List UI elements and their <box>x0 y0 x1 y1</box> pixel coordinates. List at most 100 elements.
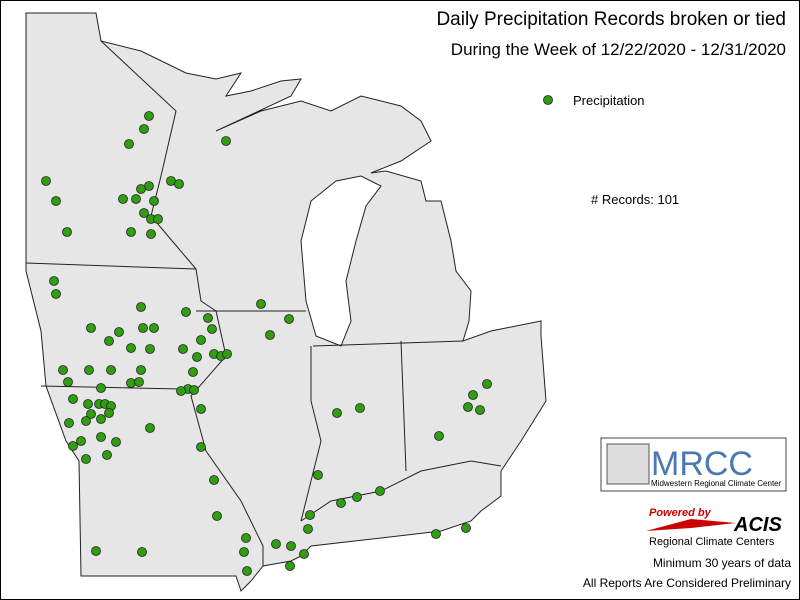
record-marker <box>355 403 365 413</box>
record-marker <box>131 194 141 204</box>
record-marker <box>91 546 101 556</box>
record-marker <box>305 510 315 520</box>
record-marker <box>475 405 485 415</box>
record-marker <box>41 176 51 186</box>
record-marker <box>149 196 159 206</box>
acis-swoosh <box>646 519 736 531</box>
record-marker <box>51 196 61 206</box>
record-marker <box>58 365 68 375</box>
record-marker <box>104 408 114 418</box>
record-marker <box>271 539 281 549</box>
record-marker <box>434 431 444 441</box>
record-marker <box>241 533 251 543</box>
record-marker <box>106 365 116 375</box>
record-marker <box>145 423 155 433</box>
record-marker <box>124 139 134 149</box>
record-marker <box>209 475 219 485</box>
record-marker <box>153 214 163 224</box>
record-marker <box>189 385 199 395</box>
record-marker <box>336 498 346 508</box>
record-marker <box>104 336 114 346</box>
record-marker <box>203 313 213 323</box>
record-marker <box>84 365 94 375</box>
record-marker <box>96 432 106 442</box>
legend-marker <box>543 95 553 105</box>
footer-line: All Reports Are Considered Preliminary <box>583 576 791 590</box>
record-marker <box>196 335 206 345</box>
acis-name: ACIS <box>733 514 782 536</box>
record-marker <box>461 523 471 533</box>
record-markers <box>41 111 492 576</box>
record-marker <box>256 299 266 309</box>
record-marker <box>149 323 159 333</box>
record-marker <box>146 229 156 239</box>
record-marker <box>299 549 309 559</box>
record-marker <box>352 492 362 502</box>
record-marker <box>196 404 206 414</box>
record-marker <box>136 302 146 312</box>
record-marker <box>62 227 72 237</box>
record-marker <box>139 208 149 218</box>
acis-logo: Powered by ACIS Regional Climate Centers <box>646 507 782 548</box>
region <box>25 12 547 592</box>
record-marker <box>102 450 112 460</box>
record-marker <box>118 194 128 204</box>
record-marker <box>174 179 184 189</box>
record-marker <box>86 323 96 333</box>
record-marker <box>126 378 136 388</box>
record-marker <box>463 402 473 412</box>
record-marker <box>64 418 74 428</box>
record-marker <box>81 454 91 464</box>
logo-name: MRCC <box>651 445 753 483</box>
record-marker <box>68 441 78 451</box>
record-marker <box>111 437 121 447</box>
record-marker <box>303 524 313 534</box>
record-marker <box>431 529 441 539</box>
record-marker <box>286 541 296 551</box>
title: Daily Precipitation Records broken or ti… <box>436 9 786 30</box>
record-marker <box>212 511 222 521</box>
record-marker <box>468 390 478 400</box>
record-marker <box>68 394 78 404</box>
record-marker <box>49 276 59 286</box>
logo-icon <box>606 443 650 485</box>
record-marker <box>139 124 149 134</box>
record-marker <box>265 330 275 340</box>
record-marker <box>51 289 61 299</box>
record-marker <box>313 470 323 480</box>
record-marker <box>145 344 155 354</box>
logo-full-name: Midwestern Regional Climate Center <box>651 479 782 488</box>
record-marker <box>285 561 295 571</box>
record-marker <box>207 324 217 334</box>
footer-line: Minimum 30 years of data <box>653 556 791 570</box>
record-marker <box>284 314 294 324</box>
subtitle: During the Week of 12/22/2020 - 12/31/20… <box>451 40 786 59</box>
record-marker <box>188 367 198 377</box>
record-marker <box>375 486 385 496</box>
record-marker <box>76 436 86 446</box>
record-marker <box>134 377 144 387</box>
record-marker <box>176 386 186 396</box>
record-marker <box>136 184 146 194</box>
record-marker <box>136 365 146 375</box>
record-marker <box>239 547 249 557</box>
record-marker <box>144 111 154 121</box>
record-marker <box>96 383 106 393</box>
record-marker <box>242 566 252 576</box>
record-marker <box>83 399 93 409</box>
powered-by: Powered by <box>649 507 712 519</box>
legend-label: Precipitation <box>573 93 645 108</box>
record-marker <box>192 352 202 362</box>
records-count: # Records: 101 <box>591 192 679 207</box>
record-marker <box>114 327 124 337</box>
record-marker <box>482 379 492 389</box>
record-marker <box>86 409 96 419</box>
record-marker <box>96 414 106 424</box>
record-marker <box>126 343 136 353</box>
record-marker <box>138 323 148 333</box>
record-marker <box>178 344 188 354</box>
record-marker <box>181 307 191 317</box>
record-marker <box>81 416 91 426</box>
